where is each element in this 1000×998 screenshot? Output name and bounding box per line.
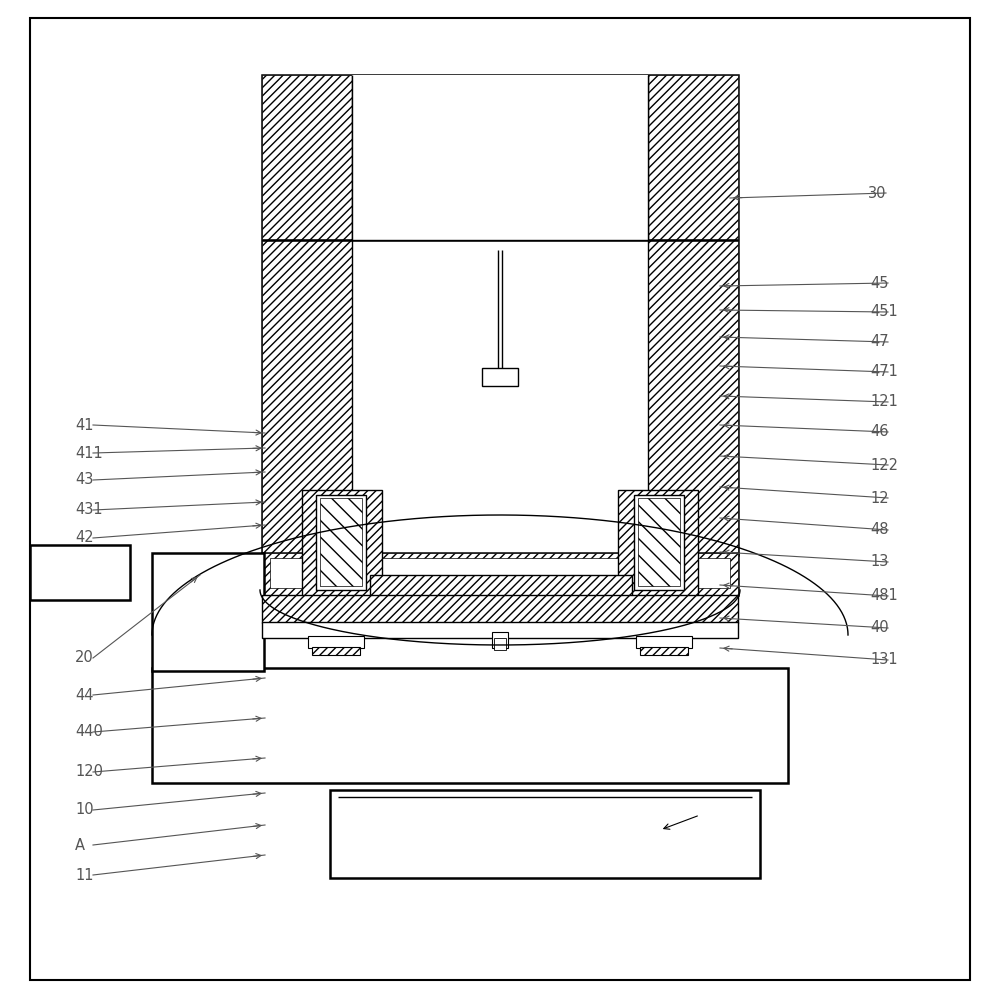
Bar xyxy=(330,790,760,878)
Text: 40: 40 xyxy=(870,621,889,636)
Bar xyxy=(262,553,738,595)
Text: 11: 11 xyxy=(75,867,94,882)
Text: 471: 471 xyxy=(870,364,898,379)
Bar xyxy=(270,558,730,588)
Bar xyxy=(352,75,648,240)
Text: 42: 42 xyxy=(75,531,94,546)
Text: 47: 47 xyxy=(870,334,889,349)
Bar xyxy=(648,75,738,555)
Bar xyxy=(262,75,738,240)
Bar xyxy=(312,647,360,655)
Text: 131: 131 xyxy=(870,653,898,668)
Bar xyxy=(482,368,518,386)
Text: 481: 481 xyxy=(870,589,898,604)
Text: 121: 121 xyxy=(870,394,898,409)
Bar xyxy=(308,636,364,648)
Text: 431: 431 xyxy=(75,503,103,518)
Text: A: A xyxy=(75,837,85,852)
Text: 45: 45 xyxy=(870,275,889,290)
Text: 46: 46 xyxy=(870,424,889,439)
Text: 48: 48 xyxy=(870,523,889,538)
Text: 41: 41 xyxy=(75,417,94,432)
Bar xyxy=(262,553,738,595)
Bar xyxy=(316,495,366,590)
Text: 411: 411 xyxy=(75,445,103,460)
Text: 44: 44 xyxy=(75,688,94,703)
Bar xyxy=(638,498,680,586)
Bar xyxy=(262,75,352,555)
Text: 122: 122 xyxy=(870,457,898,472)
Bar xyxy=(370,575,632,597)
Bar xyxy=(320,498,362,586)
Bar xyxy=(262,595,738,623)
Bar xyxy=(634,495,684,590)
Bar xyxy=(262,595,738,627)
Bar xyxy=(270,598,730,624)
Bar xyxy=(640,647,688,655)
Bar xyxy=(302,490,382,600)
Bar xyxy=(152,668,788,783)
Text: 20: 20 xyxy=(75,651,94,666)
Bar xyxy=(30,545,130,600)
Text: 440: 440 xyxy=(75,725,103,740)
Text: 30: 30 xyxy=(868,186,887,201)
Text: 451: 451 xyxy=(870,304,898,319)
Text: 10: 10 xyxy=(75,802,94,817)
Text: 12: 12 xyxy=(870,490,889,506)
Text: 120: 120 xyxy=(75,764,103,779)
Bar xyxy=(636,636,692,648)
Bar xyxy=(262,622,738,638)
Bar xyxy=(618,490,698,600)
Bar xyxy=(492,632,508,648)
Text: 13: 13 xyxy=(870,555,888,570)
Bar xyxy=(262,75,738,555)
Bar xyxy=(494,638,506,650)
Text: 43: 43 xyxy=(75,472,93,487)
Bar xyxy=(152,553,264,671)
Bar xyxy=(352,75,648,555)
